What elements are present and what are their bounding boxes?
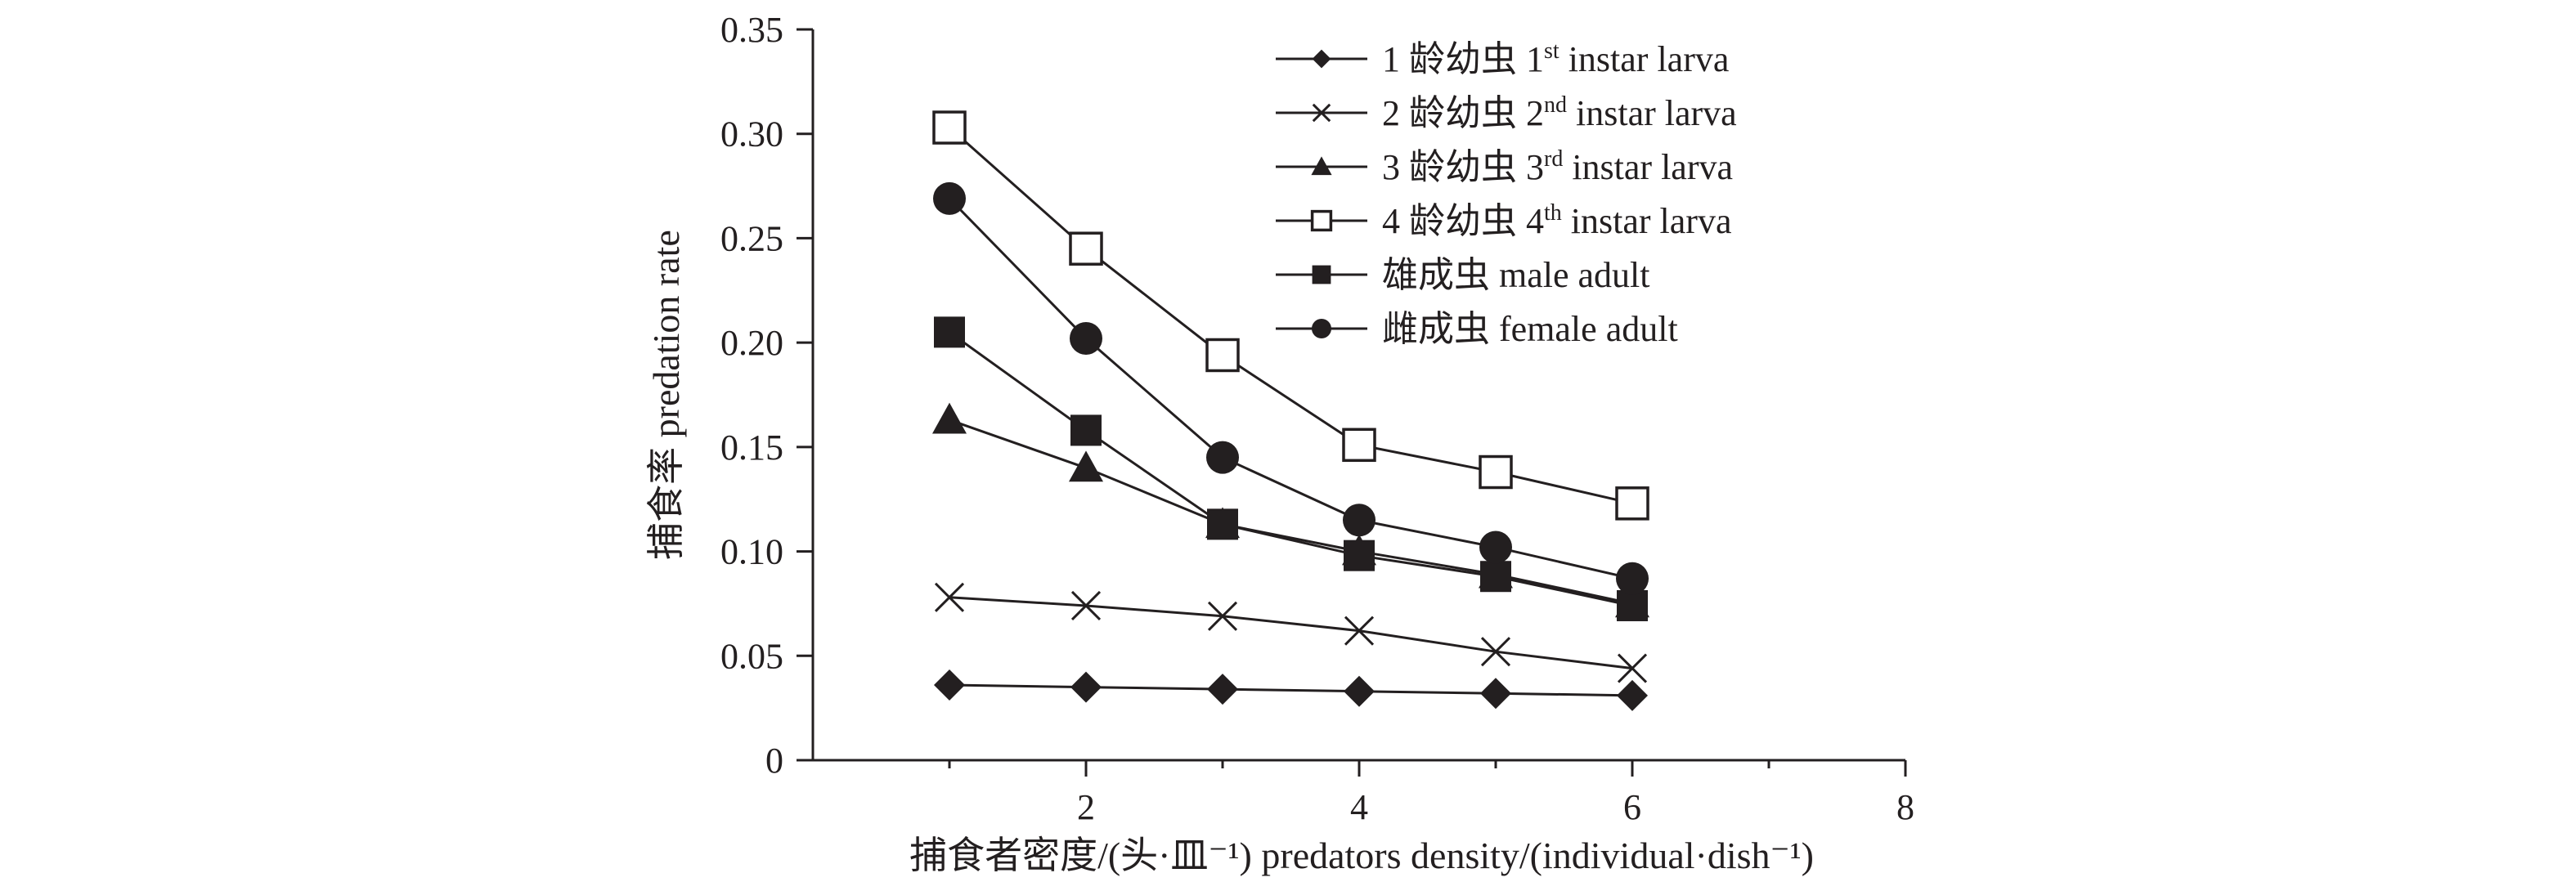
x-tick-label: 2: [1077, 787, 1095, 827]
data-point: [1070, 322, 1102, 356]
legend-item-5: 雄成虫 male adult: [1276, 255, 1650, 295]
data-point: [1617, 589, 1648, 621]
legend: 1 龄幼虫 1st instar larva 2 龄幼虫 2nd instar l…: [1276, 38, 1737, 349]
data-point: [1206, 441, 1239, 474]
y-tick-label: 0.05: [720, 636, 783, 676]
legend-marker: [1312, 265, 1331, 284]
series-line: [948, 197, 1633, 580]
data-point: [1479, 531, 1512, 564]
series-line: [949, 683, 1633, 697]
series-2: [934, 582, 1648, 683]
data-point: [1479, 454, 1513, 490]
data-point: [934, 316, 965, 348]
data-point: [934, 669, 965, 701]
data-point: [1069, 231, 1103, 266]
legend-item-2: 2 龄幼虫 2nd instar larva: [1276, 92, 1737, 133]
series-5: [934, 316, 1648, 621]
data-point: [1344, 675, 1375, 707]
legend-label: 2 龄幼虫 2nd instar larva: [1382, 92, 1737, 133]
series-line: [949, 419, 1633, 605]
legend-item-3: 3 龄幼虫 3rd instar larva: [1276, 146, 1733, 187]
data-point: [1617, 679, 1648, 711]
legend-item-1: 1 龄幼虫 1st instar larva: [1276, 38, 1729, 79]
legend-label: 4 龄幼虫 4th instar larva: [1382, 200, 1731, 241]
legend-item-6: 雌成虫 female adult: [1276, 309, 1678, 349]
series-line: [949, 331, 1633, 607]
data-point: [1616, 562, 1649, 595]
data-point: [1070, 590, 1102, 621]
y-tick-label: 0.10: [720, 532, 783, 572]
data-point: [934, 582, 965, 612]
data-point: [1344, 539, 1375, 571]
series-6: [933, 181, 1649, 595]
data-point: [1343, 504, 1376, 537]
data-point: [1480, 637, 1511, 667]
legend-marker: [1312, 319, 1331, 338]
series-layer: [932, 110, 1649, 711]
legend-item-4: 4 龄幼虫 4th instar larva: [1276, 200, 1731, 241]
y-tick-label: 0.35: [720, 10, 783, 50]
legend-marker: [1312, 103, 1331, 123]
data-point: [1480, 678, 1511, 710]
data-point: [932, 110, 967, 145]
legend-marker: [1312, 49, 1331, 69]
legend-marker: [1310, 209, 1333, 232]
y-tick-label: 0.20: [720, 323, 783, 363]
data-point: [1342, 428, 1376, 463]
data-point: [1615, 486, 1649, 521]
legend-label: 雄成虫 male adult: [1382, 255, 1650, 295]
x-tick-label: 4: [1350, 787, 1368, 827]
x-tick-label: 8: [1896, 787, 1914, 827]
legend-label: 3 龄幼虫 3rd instar larva: [1382, 146, 1733, 187]
data-point: [1070, 414, 1102, 446]
data-point: [1070, 671, 1102, 703]
data-point: [933, 181, 966, 215]
series-4: [932, 110, 1649, 521]
legend-label: 1 龄幼虫 1st instar larva: [1382, 38, 1729, 79]
x-axis-title: 捕食者密度/(头·皿⁻¹) predators density/(individ…: [909, 835, 1814, 876]
y-tick-label: 0.30: [720, 114, 783, 154]
data-point: [1480, 561, 1511, 593]
legend-label: 雌成虫 female adult: [1382, 309, 1678, 349]
legend-marker: [1311, 156, 1332, 176]
data-point: [1205, 338, 1240, 373]
y-tick-label: 0.25: [720, 218, 783, 258]
data-point: [1617, 653, 1648, 683]
data-point: [1207, 508, 1238, 540]
data-point: [1207, 601, 1238, 631]
data-point: [1207, 674, 1238, 705]
series-line: [949, 126, 1633, 505]
axes: 0 0.05 0.10 0.15 0.20 0.25 0.30 0.35 2 4 6 8: [720, 10, 1914, 827]
x-tick-label: 6: [1623, 787, 1641, 827]
data-point: [932, 402, 967, 434]
y-tick-label: 0: [765, 741, 783, 781]
y-axis-title: 捕食率 predation rate: [645, 230, 687, 560]
data-point: [1069, 450, 1103, 482]
series-1: [934, 669, 1648, 711]
series-line: [949, 596, 1633, 670]
data-point: [1344, 616, 1375, 646]
y-tick-label: 0.15: [720, 428, 783, 468]
